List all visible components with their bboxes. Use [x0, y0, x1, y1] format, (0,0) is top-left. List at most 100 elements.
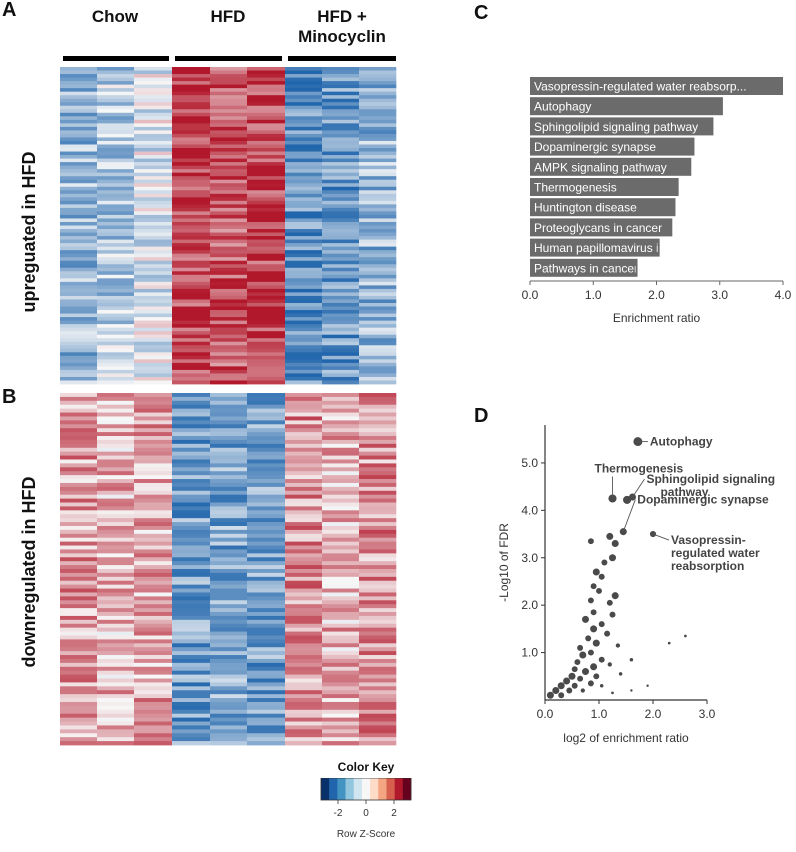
heatmap-cell-up	[247, 288, 286, 293]
heatmap-cell-up	[134, 126, 173, 131]
heatmap-cell-down	[172, 541, 211, 546]
heatmap-cell-up	[359, 264, 397, 269]
heatmap-cell-up	[322, 331, 360, 336]
heatmap-cell-up	[322, 373, 360, 378]
heatmap-cell-up	[359, 183, 397, 188]
heatmap-cell-down	[97, 412, 135, 417]
heatmap-cell-down	[210, 666, 248, 672]
heatmap-cell-up	[322, 116, 360, 121]
heatmap-cell-down	[134, 506, 173, 511]
heatmap-cell-up	[210, 313, 248, 318]
color-key-gradient	[320, 778, 412, 801]
heatmap-cell-up	[359, 123, 397, 128]
heatmap-cell-down	[322, 608, 360, 613]
heatmap-cell-up	[172, 229, 211, 233]
heatmap-cell-up	[97, 246, 135, 251]
heatmap-cell-up	[172, 366, 211, 371]
heatmap-cell-up	[322, 218, 360, 223]
heatmap-cell-up	[247, 172, 286, 177]
heatmap-cell-down	[134, 569, 173, 574]
heatmap-cell-down	[247, 584, 286, 589]
heatmap-cell-down	[285, 502, 323, 507]
heatmap-cell-down	[359, 428, 397, 433]
heatmap-cell-down	[134, 698, 173, 703]
heatmap-cell-down	[172, 475, 211, 480]
color-key-title: Color Key	[337, 760, 395, 774]
heatmap-cell-up	[97, 197, 135, 202]
heatmap-cell-down	[97, 694, 135, 699]
heatmap-cell-up	[172, 239, 211, 244]
heatmap-cell-down	[60, 400, 98, 406]
heatmap-cell-down	[322, 655, 360, 660]
heatmap-cell-up	[97, 317, 135, 321]
heatmap-cell-down	[60, 557, 98, 562]
bar-x-tick-label: 0.0	[522, 288, 539, 302]
heatmap-cell-up	[172, 200, 211, 205]
heatmap-cell-up	[134, 243, 173, 248]
scatter-point-28	[587, 649, 594, 656]
heatmap-cell-down	[172, 502, 211, 507]
heatmap-cell-up	[172, 376, 211, 381]
heatmap-cell-down	[97, 729, 135, 734]
heatmap-cell-up	[210, 77, 248, 82]
bar-7	[530, 218, 673, 237]
heatmap-cell-down	[285, 553, 323, 558]
heatmap-cell-up	[210, 267, 248, 272]
heatmap-cell-down	[60, 615, 98, 621]
heatmap-cell-down	[172, 549, 211, 554]
heatmap-cell-down	[210, 615, 248, 621]
heatmap-cell-up	[60, 288, 98, 293]
heatmap-cell-up	[247, 74, 286, 78]
heatmap-cell-up	[210, 281, 248, 286]
heatmap-cell-up	[322, 324, 360, 329]
heatmap-cell-up	[285, 162, 323, 167]
heatmap-cell-up	[134, 236, 173, 240]
heatmap-cell-down	[247, 557, 286, 562]
heatmap-cell-up	[247, 232, 286, 237]
heatmap-cell-down	[285, 498, 323, 503]
heatmap-cell-down	[97, 443, 135, 449]
heatmap-cell-down	[285, 604, 323, 609]
heatmap-cell-down	[134, 557, 173, 562]
bar-x-tick-label: 1.0	[585, 288, 602, 302]
heatmap-cell-down	[247, 490, 286, 496]
heatmap-cell-down	[322, 701, 360, 707]
heatmap-cell-up	[210, 341, 248, 346]
heatmap-cell-down	[359, 576, 397, 582]
heatmap-cell-down	[60, 643, 98, 648]
heatmap-cell-down	[285, 510, 323, 515]
heatmap-cell-down	[285, 572, 323, 578]
heatmap-cell-up	[97, 98, 135, 103]
heatmap-cell-down	[247, 451, 286, 456]
heatmap-cell-up	[210, 211, 248, 216]
heatmap-cell-down	[359, 721, 397, 726]
heatmap-cell-up	[247, 341, 286, 346]
heatmap-cell-down	[285, 494, 323, 499]
heatmap-cell-up	[210, 95, 248, 100]
heatmap-cell-down	[322, 471, 360, 476]
heatmap-cell-down	[285, 533, 323, 539]
heatmap-cell-down	[210, 518, 248, 523]
heatmap-cell-up	[359, 84, 397, 89]
heatmap-cell-down	[134, 428, 173, 433]
heatmap-cell-down	[322, 479, 360, 484]
heatmap-cell-up	[247, 98, 286, 103]
heatmap-cell-down	[210, 662, 248, 668]
heatmap-cell-down	[134, 674, 173, 679]
heatmap-cell-up	[285, 151, 323, 156]
heatmap-cell-up	[172, 172, 211, 177]
heatmap-cell-down	[134, 522, 173, 527]
heatmap-cell-down	[322, 475, 360, 480]
heatmap-cell-down	[210, 533, 248, 539]
heatmap-cell-up	[210, 148, 248, 152]
heatmap-cell-up	[359, 271, 397, 276]
heatmap-cell-up	[359, 369, 397, 374]
heatmap-cell-down	[359, 701, 397, 707]
heatmap-cell-up	[134, 158, 173, 163]
heatmap-cell-down	[322, 557, 360, 562]
heatmap-cell-up	[285, 313, 323, 318]
heatmap-cell-up	[134, 95, 173, 100]
heatmap-cell-up	[285, 119, 323, 124]
heatmap-cell-up	[322, 200, 360, 205]
heatmap-cell-down	[210, 651, 248, 656]
